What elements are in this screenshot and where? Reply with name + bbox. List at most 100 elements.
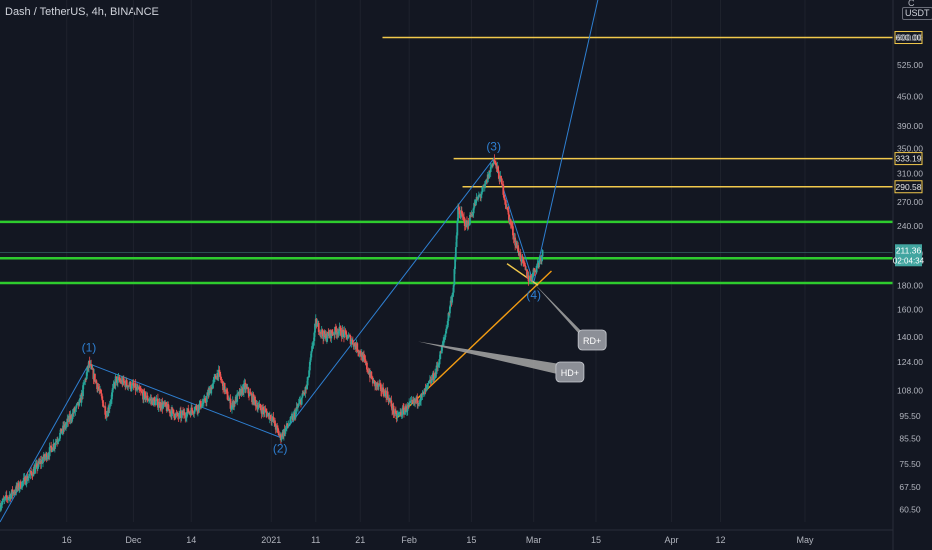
candle-body: [359, 350, 362, 355]
candle-body: [317, 323, 320, 332]
elliott-wave-line[interactable]: [0, 0, 600, 523]
scale-mode-letter[interactable]: C: [908, 0, 915, 8]
candle-body: [337, 331, 340, 334]
candle-body: [481, 186, 484, 193]
candle-body: [522, 258, 525, 263]
candle-body: [463, 218, 466, 226]
x-tick-label: 21: [355, 535, 365, 545]
candle-body: [483, 186, 485, 187]
candle-body: [20, 487, 23, 489]
candle-body: [60, 428, 63, 434]
candle-body: [76, 403, 78, 406]
candle-body: [366, 369, 369, 372]
candle-body: [444, 333, 447, 338]
candle-body: [304, 387, 307, 393]
y-tick-label: 390.00: [897, 121, 923, 131]
y-tick-label: 180.00: [897, 280, 923, 290]
candle-body: [231, 405, 233, 409]
candle-body: [411, 400, 414, 402]
candle-body: [310, 351, 313, 358]
candle-body: [178, 412, 181, 418]
candle-body: [141, 392, 144, 394]
candle-body: [289, 416, 292, 424]
candle-body: [437, 364, 439, 367]
candle-body: [502, 184, 505, 195]
candle-body: [1, 502, 4, 505]
candle-body: [357, 351, 359, 353]
x-tick-label: 14: [186, 535, 196, 545]
callout-arrow: [418, 341, 566, 376]
candle-body: [510, 224, 513, 226]
chart-title: Dash / TetherUS, 4h, BINANCE: [5, 6, 159, 18]
callout-box[interactable]: [555, 361, 585, 383]
candle-body: [58, 438, 61, 441]
candle-body: [247, 387, 250, 394]
candle-body: [277, 427, 279, 431]
x-tick-label: 16: [62, 535, 72, 545]
candle-body: [145, 398, 147, 400]
candle-body: [75, 405, 78, 409]
candle-body: [408, 402, 411, 406]
candle-body: [409, 400, 412, 403]
candle-body: [134, 383, 137, 391]
candle-body: [27, 478, 30, 481]
y-tick-label: 124.00: [897, 357, 923, 367]
candle-body: [171, 408, 173, 417]
candle-body: [356, 343, 359, 352]
candle-body: [400, 412, 402, 416]
y-tick-label: 67.50: [899, 482, 921, 492]
candle-body: [269, 415, 272, 420]
candle-body: [211, 383, 214, 389]
regular-divergence-trendline[interactable]: [506, 263, 539, 286]
candle-body: [292, 414, 295, 421]
y-tick-label: 450.00: [897, 92, 923, 102]
candle-body: [225, 389, 228, 392]
candle-body: [239, 389, 242, 396]
candle-body: [536, 263, 539, 267]
candle-body: [339, 326, 342, 328]
candle-body: [297, 403, 300, 407]
wave-label: (4): [526, 288, 541, 302]
candle-body: [454, 247, 457, 257]
candle-body: [80, 392, 83, 403]
candle-body: [367, 371, 370, 374]
candle-body: [321, 329, 324, 335]
candle-body: [461, 213, 464, 217]
candle-body: [350, 341, 353, 344]
candle-body: [468, 224, 471, 226]
candle-body: [507, 210, 510, 215]
candle-body: [449, 306, 451, 314]
candle-body: [296, 407, 299, 409]
candle-body: [314, 323, 316, 333]
candle-body: [287, 425, 290, 427]
candle-body: [311, 346, 313, 352]
candle-body: [508, 214, 511, 223]
callout-box[interactable]: [577, 329, 607, 351]
candle-body: [313, 332, 316, 341]
candle-body: [400, 415, 403, 417]
candle-body: [5, 495, 8, 498]
candle-body: [96, 383, 99, 390]
y-tick-label: 95.50: [899, 411, 921, 421]
candle-body: [452, 285, 455, 293]
candle-body: [140, 391, 143, 393]
candle-body: [54, 442, 57, 446]
candle-body: [441, 344, 444, 346]
candle-body: [138, 387, 141, 390]
candle-body: [494, 161, 497, 163]
candle-body: [85, 372, 88, 379]
wave-label: (3): [486, 140, 501, 154]
candle-body: [111, 388, 114, 393]
candle-body: [119, 380, 121, 382]
candle-body: [311, 345, 314, 347]
candle-body: [533, 268, 536, 273]
candle-body: [451, 292, 454, 295]
candle-body: [139, 390, 142, 392]
candle-body: [88, 360, 91, 366]
wave-label: (1): [82, 341, 97, 355]
candle-body: [349, 335, 352, 344]
candle-body: [447, 313, 450, 322]
candle-body: [419, 400, 422, 403]
candle-body: [168, 409, 171, 414]
